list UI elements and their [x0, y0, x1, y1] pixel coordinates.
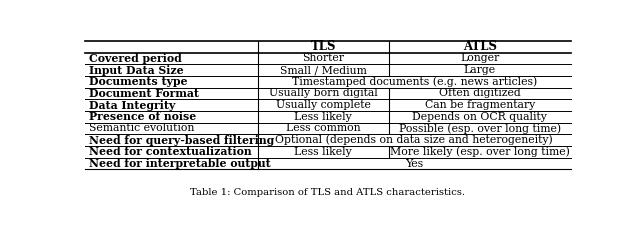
Text: Data Integrity: Data Integrity [89, 100, 175, 111]
Text: TLS: TLS [310, 40, 336, 53]
Text: Need for query-based filtering: Need for query-based filtering [89, 135, 274, 146]
Text: Can be fragmentary: Can be fragmentary [425, 100, 535, 110]
Text: Possible (esp. over long time): Possible (esp. over long time) [399, 123, 561, 134]
Text: Less common: Less common [286, 123, 360, 133]
Text: Table 1: Comparison of TLS and ATLS characteristics.: Table 1: Comparison of TLS and ATLS char… [191, 188, 465, 197]
Text: Document Format: Document Format [89, 88, 199, 99]
Text: Small / Medium: Small / Medium [280, 65, 367, 75]
Text: Need for interpretable output: Need for interpretable output [89, 158, 271, 169]
Text: Usually complete: Usually complete [276, 100, 371, 110]
Text: More likely (esp. over long time): More likely (esp. over long time) [390, 147, 570, 157]
Text: Timestamped documents (e.g. news articles): Timestamped documents (e.g. news article… [292, 76, 537, 87]
Text: Need for contextualization: Need for contextualization [89, 146, 252, 157]
Text: Longer: Longer [460, 53, 500, 63]
Text: Often digitized: Often digitized [439, 88, 521, 98]
Text: Less likely: Less likely [294, 112, 352, 122]
Text: Usually born digital: Usually born digital [269, 88, 378, 98]
Text: Large: Large [464, 65, 496, 75]
Text: Shorter: Shorter [302, 53, 344, 63]
Text: Input Data Size: Input Data Size [89, 65, 184, 76]
Text: Depends on OCR quality: Depends on OCR quality [412, 112, 547, 122]
Text: Covered period: Covered period [89, 53, 182, 64]
Text: Presence of noise: Presence of noise [89, 111, 196, 122]
Text: Less likely: Less likely [294, 147, 352, 157]
Text: Optional (depends on data size and heterogeneity): Optional (depends on data size and heter… [275, 135, 553, 145]
Text: ATLS: ATLS [463, 40, 497, 53]
Text: Yes: Yes [405, 158, 423, 168]
Text: Documents type: Documents type [89, 76, 188, 87]
Text: Semantic evolution: Semantic evolution [89, 123, 195, 133]
